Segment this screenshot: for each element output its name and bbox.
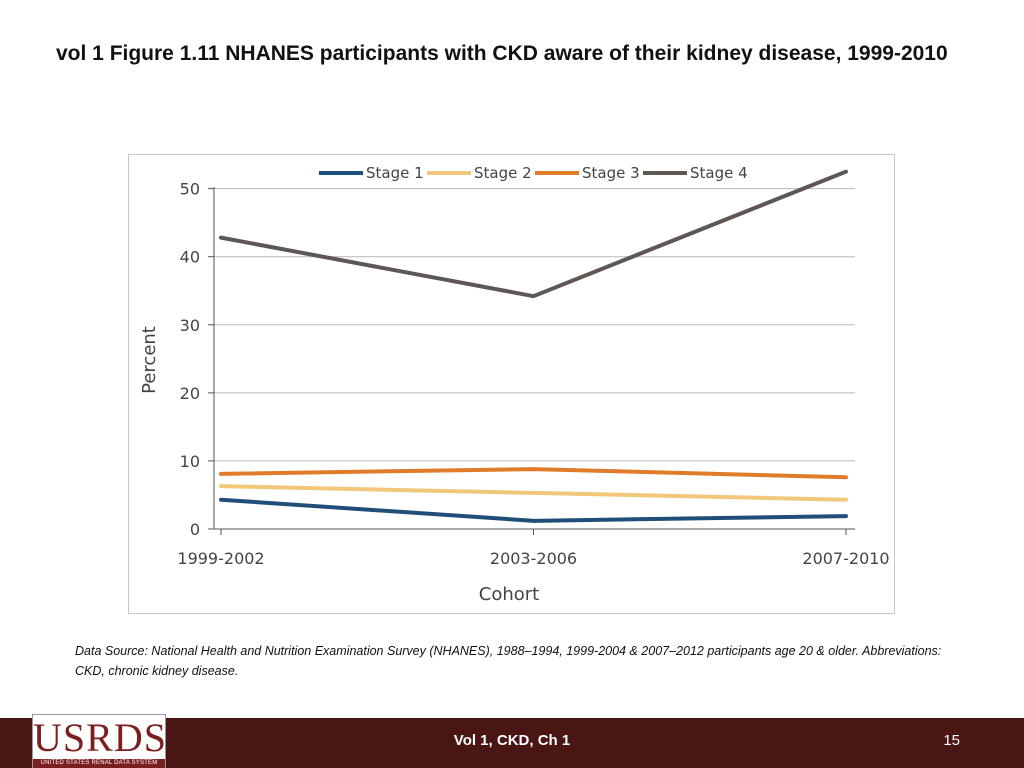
y-tick-label: 20 [180, 384, 200, 403]
series-line [219, 484, 848, 502]
x-tick-label: 2007-2010 [802, 549, 889, 568]
y-tick-label: 30 [180, 316, 200, 335]
y-tick-label: 50 [180, 180, 200, 199]
legend-label: Stage 1 [366, 164, 424, 182]
series-line [219, 467, 848, 480]
legend-label: Stage 4 [690, 164, 748, 182]
series-line [219, 497, 848, 523]
y-axis-label: Percent [139, 326, 160, 394]
logo-subtitle: UNITED STATES RENAL DATA SYSTEM [33, 759, 165, 768]
slide-title: vol 1 Figure 1.11 NHANES participants wi… [56, 42, 948, 65]
logo-wordmark: USRDS [33, 715, 167, 760]
footer-bar [0, 718, 1024, 768]
data-source-note: Data Source: National Health and Nutriti… [75, 644, 942, 678]
y-tick-label: 40 [180, 248, 200, 267]
usrds-logo: USRDS UNITED STATES RENAL DATA SYSTEM [32, 714, 166, 768]
legend-label: Stage 3 [582, 164, 640, 182]
y-tick-label: 10 [180, 452, 200, 471]
line-chart: 0 10 20 30 40 50 1999-2002 2003-2006 2007-2010 Co… [139, 164, 890, 605]
page-number: 15 [943, 732, 960, 749]
y-tick-label: 0 [190, 520, 200, 539]
x-tick-label: 1999-2002 [177, 549, 264, 568]
x-tick-label: 2003-2006 [490, 549, 577, 568]
series-line [219, 169, 848, 299]
footer-section-label: Vol 1, CKD, Ch 1 [453, 732, 571, 749]
x-axis-label: Cohort [479, 584, 539, 605]
chart-frame: 0 10 20 30 40 50 1999-2002 2003-2006 2007-2010 Co… [128, 154, 895, 614]
legend-label: Stage 2 [474, 164, 532, 182]
